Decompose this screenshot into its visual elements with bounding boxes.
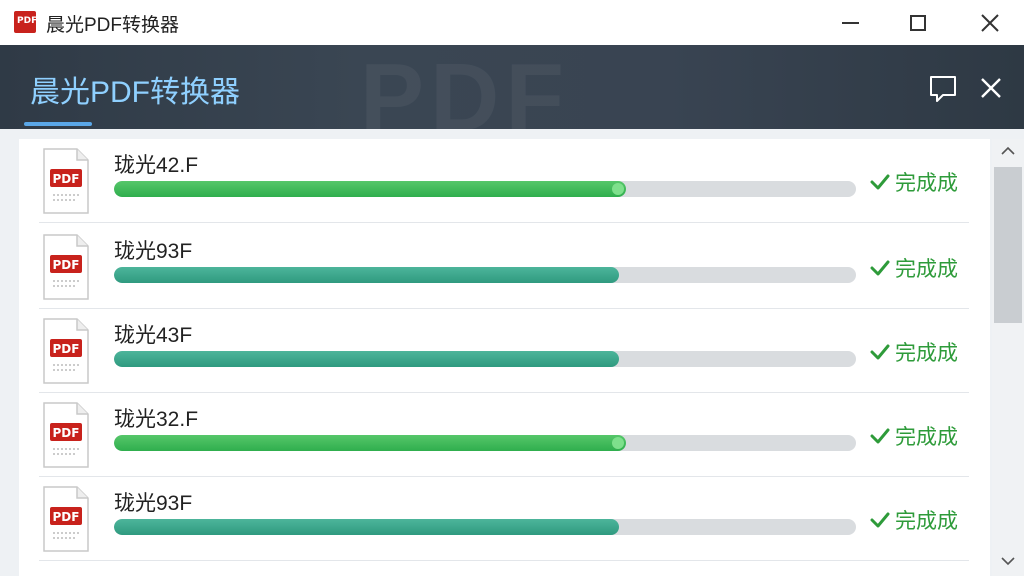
header-tab-indicator xyxy=(24,122,92,126)
pdf-file-icon: PDF xyxy=(43,318,89,384)
window-close-button[interactable] xyxy=(960,0,1020,45)
file-name: 珑光42.F xyxy=(114,154,199,177)
maximize-button[interactable] xyxy=(888,0,948,45)
progress-knob xyxy=(611,437,624,449)
file-row[interactable]: PDF 珑光42.F 完成成 xyxy=(39,139,969,223)
header-title: 晨光PDF转换器 xyxy=(30,76,240,109)
progress-track xyxy=(114,351,856,367)
status-complete: 完成成 xyxy=(869,505,958,535)
status-complete: 完成成 xyxy=(869,421,958,451)
content-area: PDF 珑光42.F 完成成 PDF 珑光93F xyxy=(0,129,1024,576)
progress-track xyxy=(114,519,856,535)
progress-track xyxy=(114,435,856,451)
progress-track xyxy=(114,181,856,197)
status-text: 完成成 xyxy=(895,172,958,195)
progress-fill xyxy=(114,351,619,367)
check-icon xyxy=(870,512,890,528)
scroll-up-icon[interactable] xyxy=(998,141,1018,161)
check-icon xyxy=(870,344,890,360)
window-title: 晨光PDF转换器 xyxy=(46,15,180,36)
check-icon xyxy=(870,260,890,276)
svg-text:PDF: PDF xyxy=(53,510,80,524)
title-bar: PDF 晨光PDF转换器 xyxy=(0,0,1024,45)
app-header: PDF 晨光PDF转换器 xyxy=(0,45,1024,129)
file-row[interactable]: PDF 珑光32.F 完成成 xyxy=(39,393,969,477)
status-text: 完成成 xyxy=(895,426,958,449)
app-logo-icon: PDF xyxy=(14,11,37,33)
pdf-file-icon: PDF xyxy=(43,234,89,300)
pdf-file-icon: PDF xyxy=(43,148,89,214)
check-icon xyxy=(870,428,890,444)
status-complete: 完成成 xyxy=(869,167,958,197)
file-row[interactable]: PDF 珑光93F 完成成 xyxy=(39,225,969,309)
minimize-button[interactable] xyxy=(820,0,880,45)
progress-fill xyxy=(114,181,626,197)
feedback-icon xyxy=(930,76,956,102)
status-text: 完成成 xyxy=(895,342,958,365)
status-text: 完成成 xyxy=(895,510,958,533)
file-name: 珑光93F xyxy=(114,492,193,515)
progress-knob xyxy=(611,183,624,195)
svg-text:PDF: PDF xyxy=(53,258,80,272)
header-close-button[interactable] xyxy=(974,71,1008,105)
scroll-down-icon[interactable] xyxy=(998,551,1018,571)
file-name: 珑光32.F xyxy=(114,408,199,431)
file-list: PDF 珑光42.F 完成成 PDF 珑光93F xyxy=(19,139,990,576)
close-icon xyxy=(981,13,999,32)
scrollbar-thumb[interactable] xyxy=(994,167,1022,323)
scrollbar[interactable] xyxy=(992,139,1024,576)
file-name: 珑光43F xyxy=(114,324,193,347)
svg-text:PDF: PDF xyxy=(53,172,80,186)
svg-text:PDF: PDF xyxy=(53,426,80,440)
file-row[interactable]: PDF 珑光93F 完成成 xyxy=(39,477,969,561)
status-complete: 完成成 xyxy=(869,253,958,283)
pdf-file-icon: PDF xyxy=(43,402,89,468)
status-text: 完成成 xyxy=(895,258,958,281)
progress-fill xyxy=(114,519,619,535)
status-complete: 完成成 xyxy=(869,337,958,367)
maximize-icon xyxy=(910,14,926,31)
progress-fill xyxy=(114,435,626,451)
progress-track xyxy=(114,267,856,283)
minimize-icon xyxy=(841,21,859,24)
feedback-button[interactable] xyxy=(926,71,960,105)
header-watermark: PDF xyxy=(360,45,570,129)
close-icon xyxy=(981,78,1001,98)
file-row[interactable]: PDF 珑光43F 完成成 xyxy=(39,309,969,393)
file-name: 珑光93F xyxy=(114,240,193,263)
progress-fill xyxy=(114,267,619,283)
check-icon xyxy=(870,174,890,190)
pdf-file-icon: PDF xyxy=(43,486,89,552)
svg-text:PDF: PDF xyxy=(53,342,80,356)
